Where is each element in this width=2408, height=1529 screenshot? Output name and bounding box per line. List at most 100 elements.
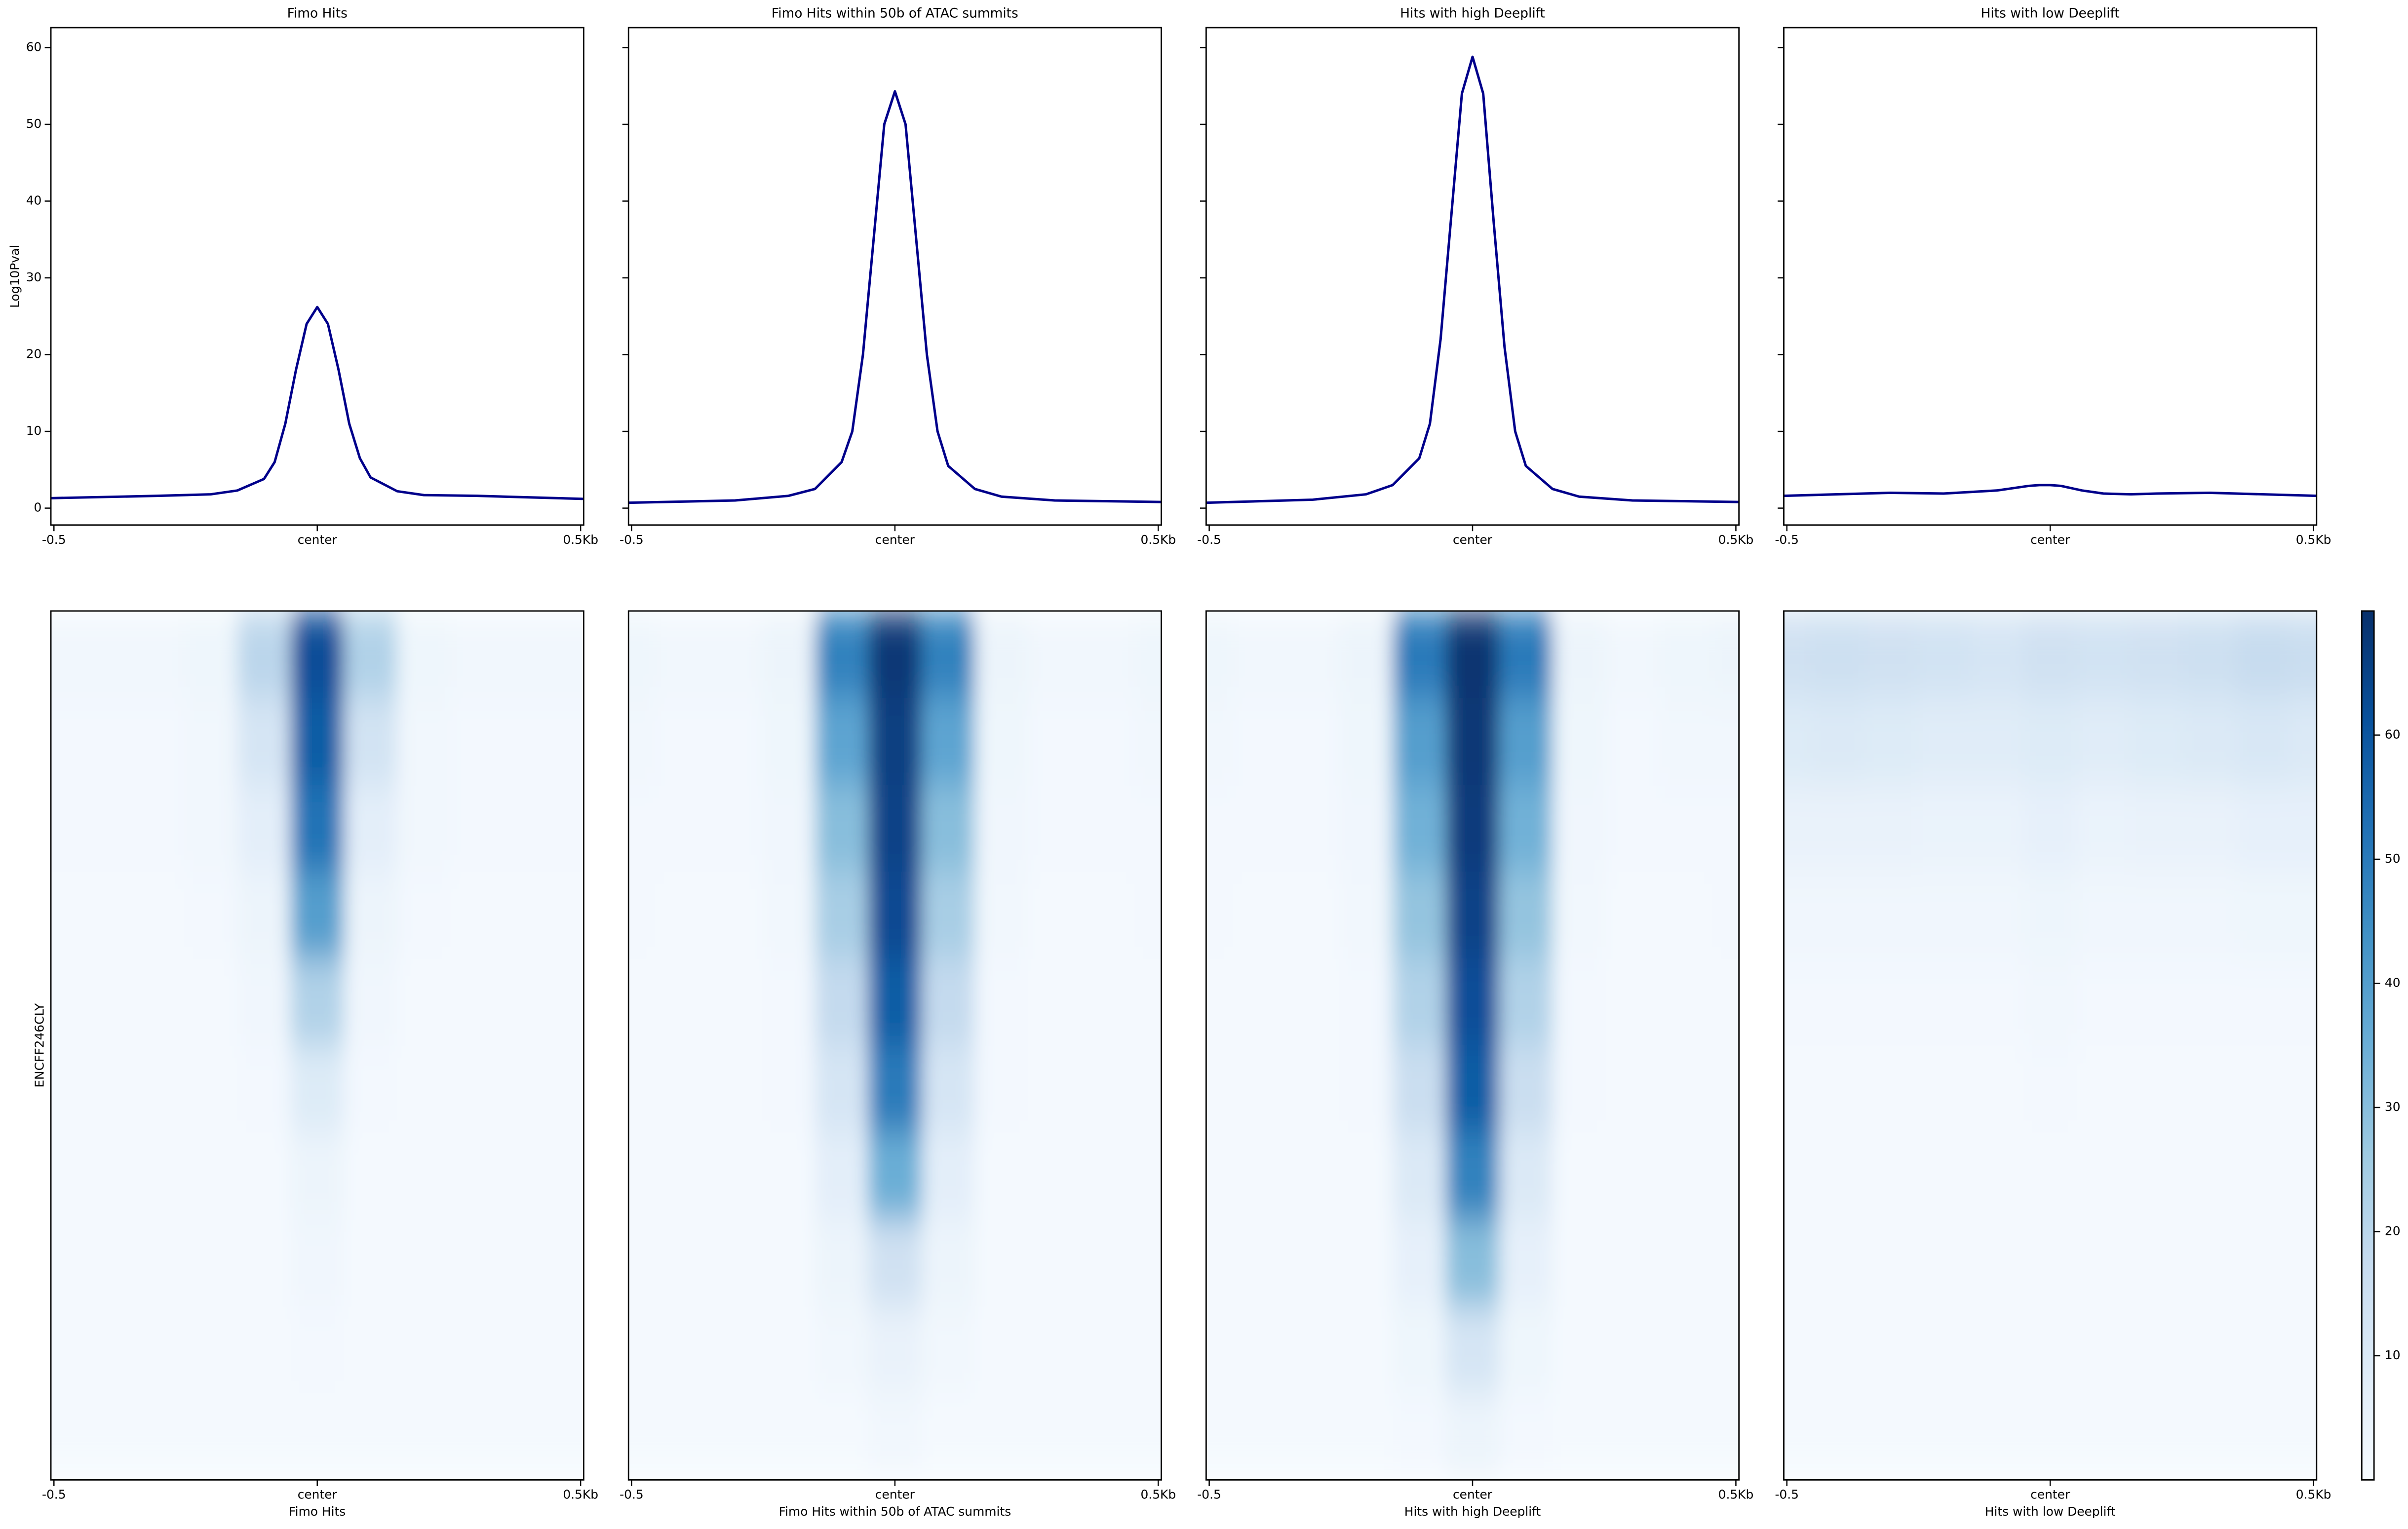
heatmap-cell — [655, 1306, 709, 1394]
heatmap-cell — [2183, 1306, 2238, 1394]
heatmap-cell — [2077, 1219, 2131, 1307]
heatmap-cell — [2183, 785, 2238, 873]
heatmap-cell — [2183, 1393, 2238, 1480]
heatmap-cell — [344, 1132, 398, 1220]
heatmap-cell — [504, 1132, 558, 1220]
heatmap-cell — [290, 958, 345, 1046]
x-tick-label: -0.5 — [1775, 1488, 1799, 1502]
heatmap-cell — [762, 1393, 816, 1480]
heatmap-cell — [655, 1393, 709, 1480]
heatmap-cell — [655, 785, 709, 873]
heatmap-cell — [130, 1306, 185, 1394]
heatmap-cell — [1499, 698, 1554, 786]
panel-title: Hits with high Deeplift — [1400, 5, 1545, 21]
heatmap-cell — [237, 1132, 292, 1220]
heatmap-cell — [2290, 1219, 2317, 1307]
heatmap-cell — [1605, 611, 1660, 699]
heatmap-cell — [2236, 1219, 2291, 1307]
heatmap-cell — [1206, 785, 1234, 873]
heatmap-cell — [344, 1045, 398, 1133]
heatmap-cell — [708, 958, 763, 1046]
heatmap-cell — [1970, 1393, 2024, 1480]
x-tick-label: -0.5 — [42, 533, 66, 547]
heatmap-cell — [1864, 1132, 1918, 1220]
heatmap-cell — [974, 1045, 1029, 1133]
heatmap-cell — [557, 611, 584, 699]
heatmap-cell — [1134, 1306, 1162, 1394]
heatmap-cell — [1499, 1393, 1554, 1480]
heatmap-cell — [1784, 1045, 1812, 1133]
heatmap-cell — [2023, 1219, 2078, 1307]
colorbar-tick-label: 40 — [2385, 975, 2401, 990]
heatmap-cell — [921, 1219, 976, 1307]
heatmap-cell — [1659, 1219, 1713, 1307]
heatmap-cell — [1659, 1045, 1713, 1133]
x-tick-label: center — [2030, 1488, 2070, 1502]
heatmap-cell — [2236, 1393, 2291, 1480]
heatmap-cell — [557, 698, 584, 786]
heatmap-cell — [708, 1045, 763, 1133]
heatmap-cell — [921, 872, 976, 959]
heatmap-area — [1206, 611, 1739, 1480]
heatmap-cell — [921, 785, 976, 873]
heatmap-cell — [1810, 1045, 1864, 1133]
x-tick-label: 0.5Kb — [2296, 1488, 2331, 1502]
heatmap-cell — [450, 1045, 505, 1133]
heatmap-cell — [1339, 1132, 1394, 1220]
heatmap-cell — [290, 1132, 345, 1220]
heatmap-area — [628, 611, 1162, 1480]
heatmap-cell — [2290, 1393, 2317, 1480]
plot-frame — [1205, 610, 1740, 1481]
heatmap-cell — [1605, 1219, 1660, 1307]
heatmap-cell — [1659, 698, 1713, 786]
heatmap-cell — [1081, 698, 1136, 786]
heatmap-cell — [868, 611, 923, 699]
heatmap-cell — [655, 958, 709, 1046]
heatmap-cell — [1081, 872, 1136, 959]
heatmap-cell — [78, 698, 132, 786]
heatmap-cell — [708, 1219, 763, 1307]
heatmap-cell — [1712, 1132, 1739, 1220]
heatmap-cell — [397, 611, 452, 699]
heatmap-cell — [1499, 1045, 1554, 1133]
heatmap-cell — [78, 1306, 132, 1394]
heatmap-cell — [344, 872, 398, 959]
heatmap-cell — [1028, 1306, 1083, 1394]
colorbar-frame — [2361, 610, 2375, 1481]
heatmap-cell — [557, 958, 584, 1046]
heatmap-cell — [2077, 785, 2131, 873]
heatmap-cell — [1393, 1132, 1447, 1220]
heatmap-cell — [1134, 1045, 1162, 1133]
heatmap-cell — [290, 698, 345, 786]
heatmap-cell — [1393, 611, 1447, 699]
heatmap-cell — [1810, 698, 1864, 786]
heatmap-cell — [1864, 1393, 1918, 1480]
heatmap-cell — [184, 785, 238, 873]
heatmap-cell — [1864, 698, 1918, 786]
heatmap-cell — [1028, 785, 1083, 873]
heatmap-cell — [504, 785, 558, 873]
heatmap-cell — [1784, 611, 1812, 699]
heatmap-cell — [1917, 1045, 1971, 1133]
heatmap-cell — [1712, 785, 1739, 873]
heatmap-cell — [974, 1306, 1029, 1394]
heatmap-cell — [78, 958, 132, 1046]
heatmap-cell — [1206, 958, 1234, 1046]
heatmap-cell — [868, 1393, 923, 1480]
heatmap-cell — [815, 1045, 869, 1133]
heatmap-cell — [51, 872, 78, 959]
heatmap-cell — [2183, 958, 2238, 1046]
x-tick-label: center — [1453, 533, 1493, 547]
heatmap-cell — [1552, 1045, 1607, 1133]
x-tick-label: -0.5 — [620, 1488, 644, 1502]
y-axis-label: ENCFF246CLY — [32, 1003, 46, 1088]
heatmap-cell — [974, 785, 1029, 873]
heatmap-cell — [1784, 958, 1812, 1046]
x-tick-label: center — [298, 533, 338, 547]
heatmap-cell — [2290, 611, 2317, 699]
colorbar-tick-label: 30 — [2385, 1100, 2401, 1114]
x-axis-label: Hits with low Deeplift — [1985, 1504, 2116, 1519]
heatmap-cell — [504, 1393, 558, 1480]
heatmap-cell — [762, 611, 816, 699]
heatmap-cell — [1446, 958, 1500, 1046]
